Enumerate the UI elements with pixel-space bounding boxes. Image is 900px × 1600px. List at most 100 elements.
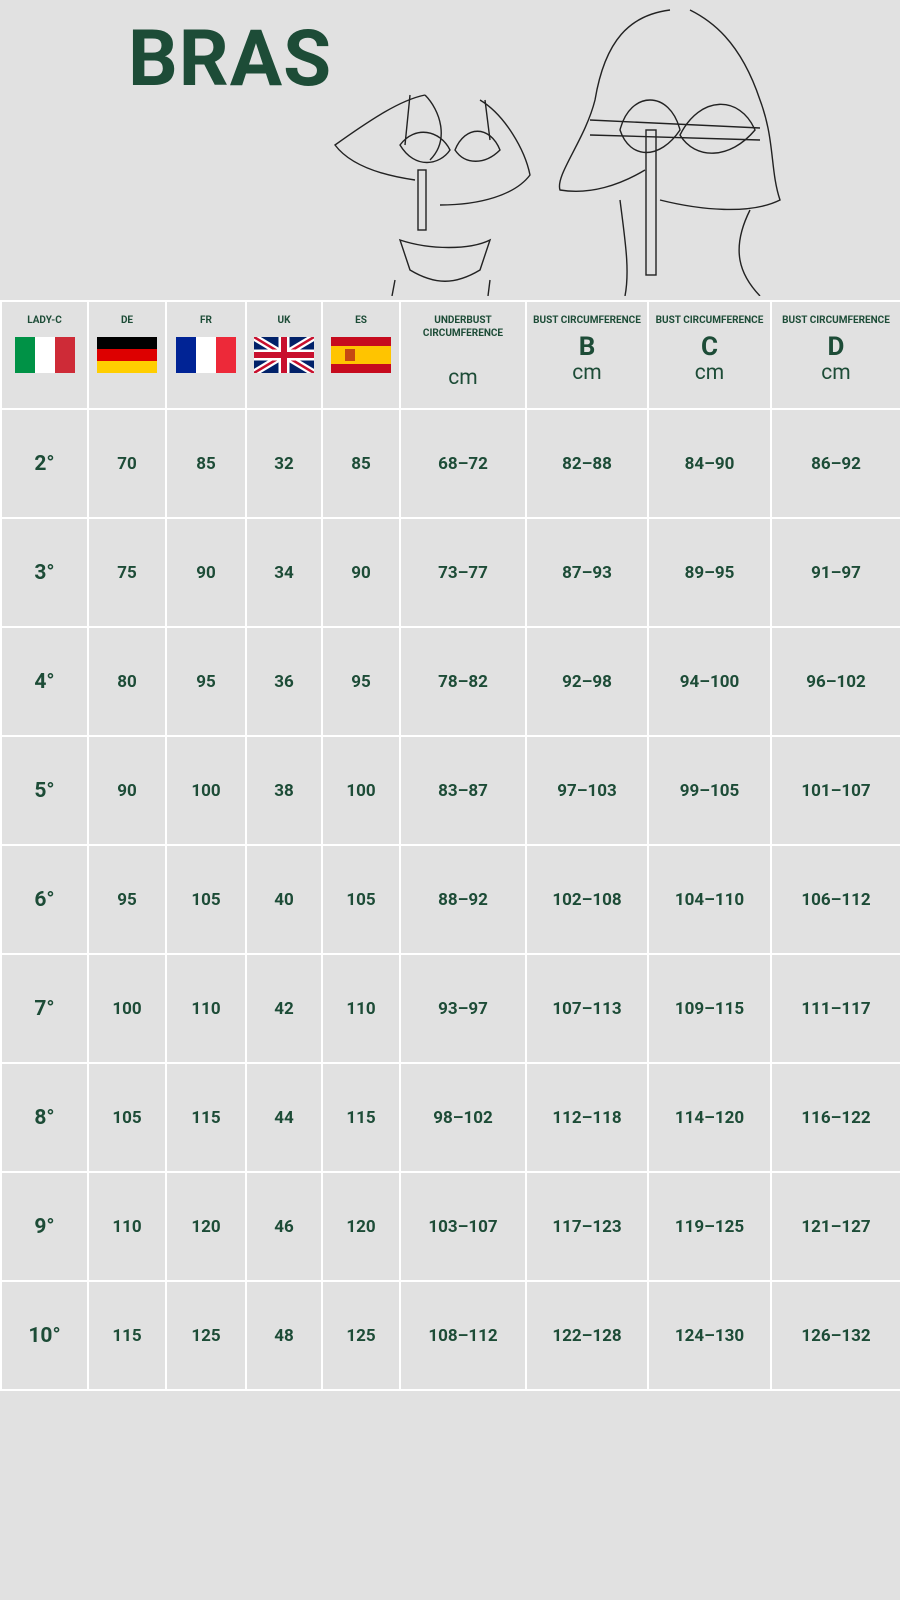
unit-label: cm <box>694 361 725 385</box>
table-cell: 109–115 <box>647 953 772 1064</box>
table-cell: 110 <box>165 953 247 1064</box>
table-cell: 93–97 <box>399 953 527 1064</box>
table-cell: 120 <box>165 1171 247 1282</box>
table-row: 2° 70 85 32 85 68–72 82–88 84–90 86–92 <box>0 408 900 519</box>
flag <box>176 337 236 373</box>
illustration <box>334 9 781 296</box>
table-cell: 36 <box>245 626 323 737</box>
table-cell: 32 <box>245 408 323 519</box>
table-row: 8° 105 115 44 115 98–102 112–118 114–120 116–122 <box>0 1062 900 1173</box>
table-cell: 111–117 <box>770 953 900 1064</box>
table-cell: 10° <box>0 1280 89 1391</box>
table-cell: 115 <box>321 1062 401 1173</box>
table-cell: 82–88 <box>525 408 649 519</box>
column-label: ES <box>355 315 367 326</box>
table-cell: 122–128 <box>525 1280 649 1391</box>
table-cell: 95 <box>321 626 401 737</box>
table-cell: 106–112 <box>770 844 900 955</box>
table-cell: 108–112 <box>399 1280 527 1391</box>
table-cell: 4° <box>0 626 89 737</box>
table-cell: 99–105 <box>647 735 772 846</box>
column-header: UK <box>245 300 323 410</box>
table-cell: 84–90 <box>647 408 772 519</box>
column-label: LADY-C <box>27 315 62 326</box>
column-header: FR <box>165 300 247 410</box>
table-cell: 40 <box>245 844 323 955</box>
table-cell: 9° <box>0 1171 89 1282</box>
table-row: 5° 90 100 38 100 83–87 97–103 99–105 101–107 <box>0 735 900 846</box>
table-cell: 121–127 <box>770 1171 900 1282</box>
table-cell: 90 <box>87 735 167 846</box>
table-cell: 105 <box>165 844 247 955</box>
table-cell: 92–98 <box>525 626 649 737</box>
table-cell: 105 <box>87 1062 167 1173</box>
column-label: BUST CIRCUMFERENCE <box>533 315 641 326</box>
table-cell: 96–102 <box>770 626 900 737</box>
table-cell: 124–130 <box>647 1280 772 1391</box>
table-cell: 98–102 <box>399 1062 527 1173</box>
column-label: UNDERBUST CIRCUMFERENCE <box>422 315 504 339</box>
table-cell: 80 <box>87 626 167 737</box>
unit-label: cm <box>572 361 602 385</box>
table-cell: 8° <box>0 1062 89 1173</box>
cup-label: C <box>700 332 718 362</box>
column-label: BUST CIRCUMFERENCE <box>782 315 890 326</box>
table-cell: 75 <box>87 517 167 628</box>
table-cell: 90 <box>165 517 247 628</box>
table-cell: 85 <box>321 408 401 519</box>
cup-label: B <box>578 332 596 362</box>
column-label: BUST CIRCUMFERENCE <box>655 315 764 326</box>
table-cell: 115 <box>87 1280 167 1391</box>
table-cell: 115 <box>165 1062 247 1173</box>
flag <box>331 337 391 373</box>
table-cell: 95 <box>87 844 167 955</box>
table-row: 4° 80 95 36 95 78–82 92–98 94–100 96–102 <box>0 626 900 737</box>
table-cell: 91–97 <box>770 517 900 628</box>
table-cell: 100 <box>165 735 247 846</box>
table-row: 9° 110 120 46 120 103–107 117–123 119–125 121–12… <box>0 1171 900 1282</box>
table-cell: 70 <box>87 408 167 519</box>
table-cell: 44 <box>245 1062 323 1173</box>
table-cell: 101–107 <box>770 735 900 846</box>
column-header: UNDERBUST CIRCUMFERENCE cm <box>399 300 527 410</box>
unit-label: cm <box>448 366 478 390</box>
table-cell: 88–92 <box>399 844 527 955</box>
table-cell: 83–87 <box>399 735 527 846</box>
table-cell: 42 <box>245 953 323 1064</box>
flag <box>254 337 314 373</box>
table-cell: 87–93 <box>525 517 649 628</box>
table-cell: 90 <box>321 517 401 628</box>
table-row: 6° 95 105 40 105 88–92 102–108 104–110 106–112 <box>0 844 900 955</box>
table-cell: 34 <box>245 517 323 628</box>
table-cell: 112–118 <box>525 1062 649 1173</box>
table-cell: 86–92 <box>770 408 900 519</box>
table-cell: 125 <box>321 1280 401 1391</box>
table-cell: 104–110 <box>647 844 772 955</box>
column-label: DE <box>120 315 134 326</box>
table-cell: 48 <box>245 1280 323 1391</box>
unit-label: cm <box>821 361 851 385</box>
table-cell: 94–100 <box>647 626 772 737</box>
table-row: 10° 115 125 48 125 108–112 122–128 124–130 126–1… <box>0 1280 900 1391</box>
column-header: DE <box>87 300 167 410</box>
table-cell: 95 <box>165 626 247 737</box>
table-cell: 120 <box>321 1171 401 1282</box>
column-label: FR <box>200 315 212 326</box>
table-cell: 102–108 <box>525 844 649 955</box>
table-cell: 2° <box>0 408 89 519</box>
table-row: 3° 75 90 34 90 73–77 87–93 89–95 91–97 <box>0 517 900 628</box>
table-cell: 85 <box>165 408 247 519</box>
table-cell: 126–132 <box>770 1280 900 1391</box>
table-cell: 6° <box>0 844 89 955</box>
table-cell: 5° <box>0 735 89 846</box>
table-cell: 119–125 <box>647 1171 772 1282</box>
table-cell: 7° <box>0 953 89 1064</box>
table-cell: 89–95 <box>647 517 772 628</box>
table-cell: 105 <box>321 844 401 955</box>
table-cell: 110 <box>321 953 401 1064</box>
table-cell: 110 <box>87 1171 167 1282</box>
table-cell: 97–103 <box>525 735 649 846</box>
